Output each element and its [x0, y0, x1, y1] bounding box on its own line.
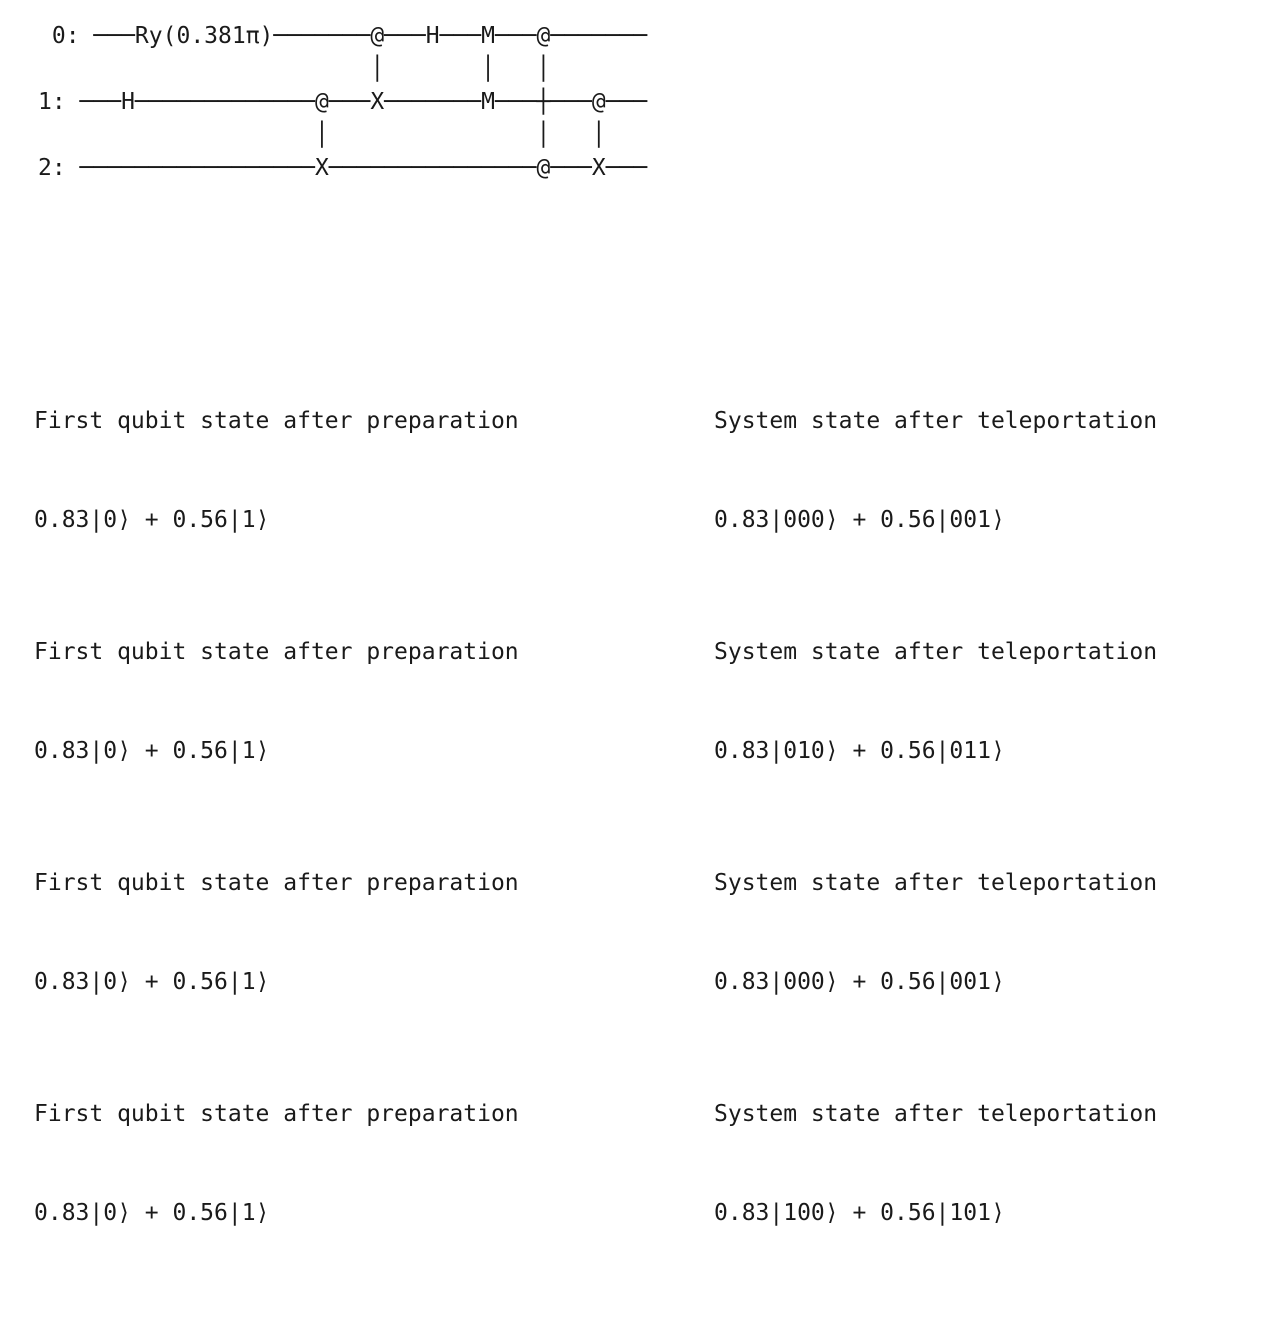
result-label-row: First qubit state after preparation Syst…: [34, 636, 1157, 669]
preparation-label: First qubit state after preparation: [34, 639, 519, 665]
teleportation-label: System state after teleportation: [714, 870, 1158, 896]
result-label-row: First qubit state after preparation Syst…: [34, 867, 1157, 900]
preparation-state: 0.83|0⟩ + 0.56|1⟩: [34, 507, 270, 533]
teleportation-label: System state after teleportation: [714, 1101, 1158, 1127]
result-label-row: First qubit state after preparation Syst…: [34, 1098, 1157, 1131]
teleportation-label: System state after teleportation: [714, 408, 1158, 434]
preparation-state: 0.83|0⟩ + 0.56|1⟩: [34, 738, 270, 764]
circuit-line-qubit-2: 2: ─────────────────X───────────────@───…: [38, 155, 648, 181]
teleportation-label: System state after teleportation: [714, 639, 1158, 665]
circuit-connector-line: │ │ │: [38, 122, 606, 148]
result-value-row: 0.83|0⟩ + 0.56|1⟩ 0.83|010⟩ + 0.56|011⟩: [34, 735, 1005, 768]
teleportation-state: 0.83|010⟩ + 0.56|011⟩: [714, 738, 1005, 764]
teleportation-state: 0.83|000⟩ + 0.56|001⟩: [714, 969, 1005, 995]
preparation-state: 0.83|0⟩ + 0.56|1⟩: [34, 969, 270, 995]
result-value-row: 0.83|0⟩ + 0.56|1⟩ 0.83|000⟩ + 0.56|001⟩: [34, 504, 1005, 537]
result-value-row: 0.83|0⟩ + 0.56|1⟩ 0.83|100⟩ + 0.56|101⟩: [34, 1197, 1005, 1230]
preparation-label: First qubit state after preparation: [34, 408, 519, 434]
preparation-label: First qubit state after preparation: [34, 870, 519, 896]
preparation-label: First qubit state after preparation: [34, 1101, 519, 1127]
circuit-line-qubit-1: 1: ───H─────────────@───X───────M───┼───…: [38, 89, 648, 115]
circuit-line-qubit-0: 0: ───Ry(0.381π)───────@───H───M───@────…: [38, 23, 648, 49]
results-output: First qubit state after preparation Syst…: [34, 306, 1157, 1263]
teleportation-state: 0.83|100⟩ + 0.56|101⟩: [714, 1200, 1005, 1226]
teleportation-state: 0.83|000⟩ + 0.56|001⟩: [714, 507, 1005, 533]
preparation-state: 0.83|0⟩ + 0.56|1⟩: [34, 1200, 270, 1226]
circuit-connector-line: │ │ │: [38, 56, 551, 82]
result-value-row: 0.83|0⟩ + 0.56|1⟩ 0.83|000⟩ + 0.56|001⟩: [34, 966, 1005, 999]
circuit-diagram: 0: ───Ry(0.381π)───────@───H───M───@────…: [38, 20, 647, 185]
result-label-row: First qubit state after preparation Syst…: [34, 405, 1157, 438]
